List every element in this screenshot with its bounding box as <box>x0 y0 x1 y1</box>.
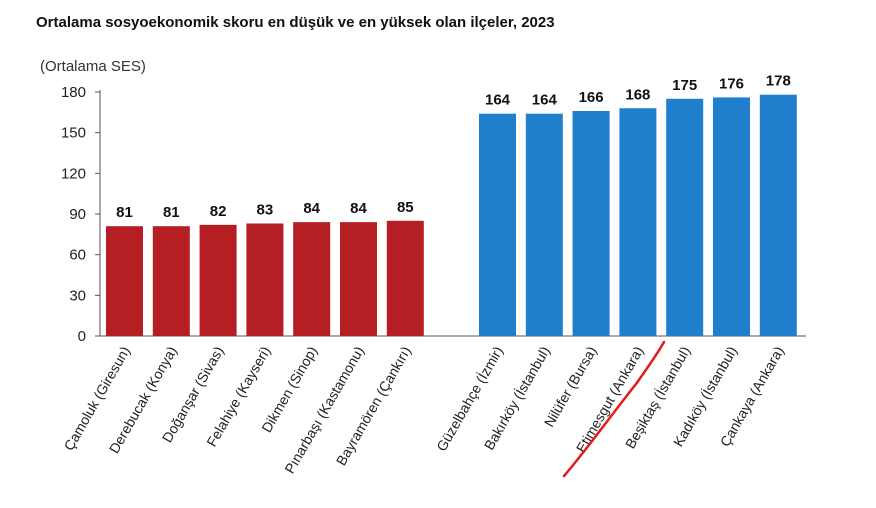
data-label: 81 <box>163 204 180 221</box>
data-label: 176 <box>719 75 744 92</box>
bar <box>479 113 516 336</box>
bar <box>572 110 610 336</box>
bar <box>199 224 237 336</box>
data-label: 82 <box>210 203 227 220</box>
category-labels: Çamoluk (Giresun)Derebucak (Konya)Doğanş… <box>60 343 786 476</box>
bar <box>713 97 750 336</box>
chart-axes: 0 30 60 90 120 150 180 <box>61 84 806 345</box>
y-tick-label: 60 <box>69 247 86 264</box>
y-axis-unit-label: (Ortalama SES) <box>40 58 146 75</box>
data-label: 164 <box>485 92 511 109</box>
y-tick-label: 90 <box>69 206 86 223</box>
chart-bars <box>106 94 797 337</box>
data-label: 178 <box>766 73 791 90</box>
data-label: 84 <box>350 200 367 217</box>
bar <box>666 98 704 337</box>
bar <box>759 94 797 336</box>
bar <box>340 222 377 336</box>
y-tick-label: 30 <box>69 287 86 304</box>
data-label: 83 <box>257 201 274 218</box>
bar <box>152 226 190 336</box>
data-label: 164 <box>532 92 558 109</box>
annotations <box>562 340 666 478</box>
data-label: 175 <box>672 77 697 94</box>
data-label: 84 <box>303 200 320 217</box>
data-label: 81 <box>116 204 133 221</box>
y-tick-label: 150 <box>61 125 86 142</box>
bar <box>106 226 143 336</box>
bar <box>293 222 331 336</box>
handdrawn-underline-annotation <box>562 340 666 478</box>
bar <box>386 220 424 336</box>
y-tick-label: 0 <box>78 328 86 345</box>
data-labels: 81 81 82 83 84 84 85 164 164 166 168 175 176 178 <box>116 73 791 221</box>
y-tick-label: 180 <box>61 84 86 101</box>
data-label: 168 <box>625 86 650 103</box>
data-label: 85 <box>397 199 414 216</box>
bar <box>619 108 657 337</box>
y-tick-label: 120 <box>61 165 86 182</box>
bar <box>246 223 284 336</box>
bar <box>525 113 563 336</box>
chart-title: Ortalama sosyoekonomik skoru en düşük ve… <box>36 14 555 31</box>
data-label: 166 <box>579 89 604 106</box>
